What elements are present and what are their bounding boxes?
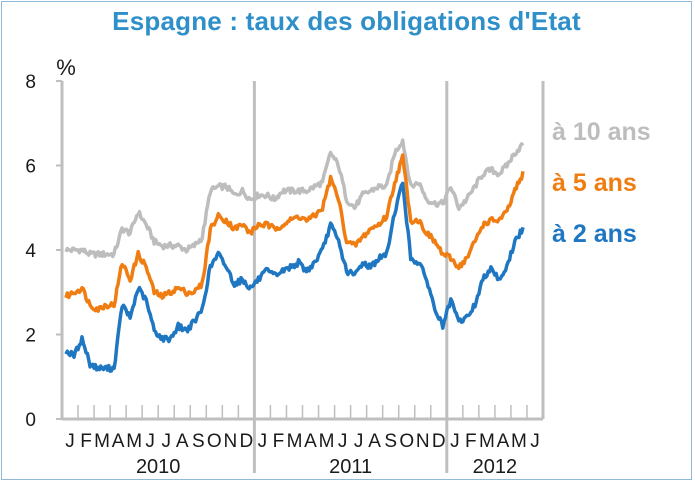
chart-title: Espagne : taux des obligations d'Etat	[112, 6, 581, 36]
x-month-label: A	[112, 431, 125, 452]
y-tick-label: 4	[25, 241, 36, 262]
x-year-label: 2011	[329, 456, 372, 478]
series-label-3: à 2 ans	[552, 220, 637, 248]
x-month-label: S	[384, 431, 397, 452]
x-month-label: J	[530, 431, 540, 452]
x-month-label: O	[399, 431, 414, 452]
x-month-label: A	[176, 431, 189, 452]
y-unit-label: %	[56, 55, 76, 80]
x-month-label: N	[416, 431, 430, 452]
x-month-label: J	[258, 431, 268, 452]
series-label-1: à 10 ans	[552, 118, 651, 146]
x-month-label: J	[450, 431, 460, 452]
x-month-label: J	[161, 431, 171, 452]
x-month-label: M	[479, 431, 495, 452]
x-month-label: A	[304, 431, 317, 452]
x-month-label: F	[80, 431, 92, 452]
x-month-label: D	[240, 431, 254, 452]
x-month-label: A	[368, 431, 381, 452]
series-line-2	[64, 153, 525, 313]
axes	[56, 80, 543, 421]
x-month-label: F	[273, 431, 285, 452]
x-month-label: J	[65, 431, 75, 452]
series-line-1	[64, 138, 525, 259]
x-month-label: J	[145, 431, 155, 452]
x-month-label: M	[287, 431, 303, 452]
y-tick-label: 8	[25, 72, 36, 93]
series-label-2: à 5 ans	[552, 169, 637, 197]
series-lines	[64, 138, 525, 373]
x-month-label: M	[319, 431, 335, 452]
x-month-label: D	[432, 431, 446, 452]
series-line-3	[64, 181, 525, 373]
y-tick-label: 2	[25, 326, 36, 347]
x-month-label: J	[354, 431, 364, 452]
x-year-label: 2012	[473, 456, 518, 478]
x-month-label: M	[511, 431, 527, 452]
x-year-labels: 2010 2011 2012	[136, 456, 517, 478]
y-tick-label: 6	[25, 157, 36, 178]
x-month-label: O	[207, 431, 222, 452]
x-year-label: 2010	[136, 456, 181, 478]
series-labels: à 10 ans à 5 ans à 2 ans	[552, 118, 651, 248]
x-month-label: J	[338, 431, 348, 452]
x-month-label: M	[126, 431, 142, 452]
x-month-label: N	[223, 431, 237, 452]
x-month-label: M	[94, 431, 110, 452]
y-tick-label: 0	[25, 410, 36, 431]
y-tick-labels: 0 2 4 6 8	[25, 72, 36, 431]
year-separators	[252, 81, 545, 473]
x-month-label: A	[497, 431, 510, 452]
x-month-label: S	[192, 431, 205, 452]
x-month-label: F	[465, 431, 477, 452]
